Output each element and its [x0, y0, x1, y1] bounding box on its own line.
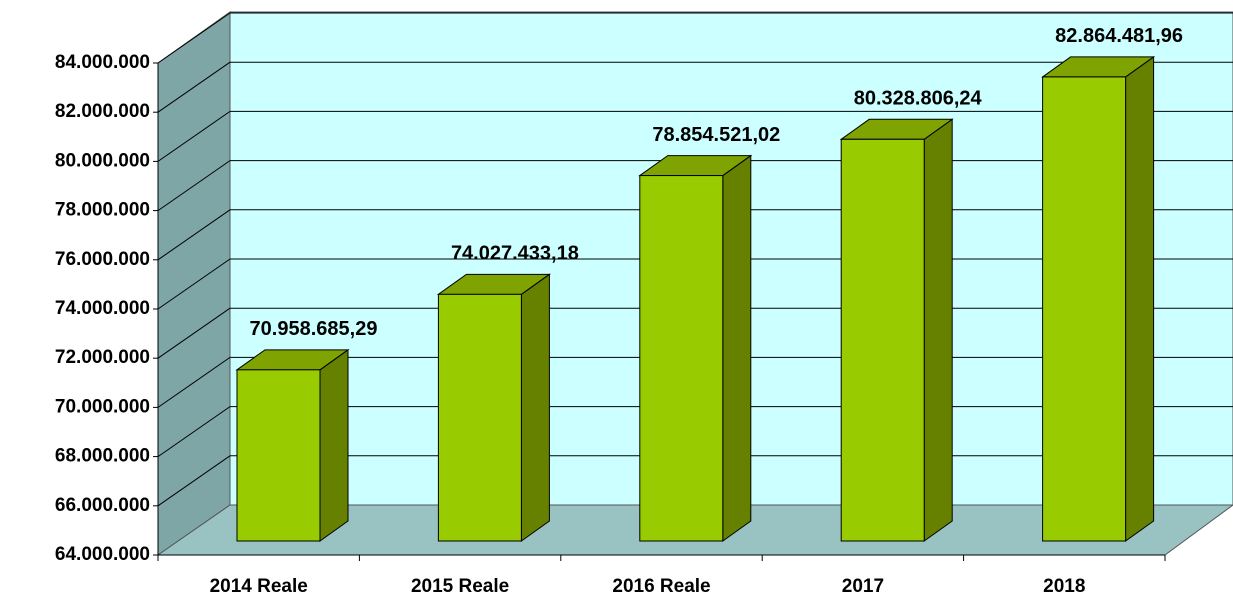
data-label: 74.027.433,18 [451, 243, 579, 265]
data-label: 78.854.521,02 [652, 124, 780, 146]
grid-line [157, 160, 231, 212]
grid-line [157, 307, 231, 359]
bar [840, 138, 925, 542]
data-label: 80.328.806,24 [854, 88, 983, 110]
x-tick-label: 2017 [842, 576, 884, 597]
x-tick-label: 2018 [1043, 576, 1085, 597]
y-tick-label: 76.000.000 [55, 249, 150, 270]
bar [437, 293, 522, 542]
grid-line [157, 110, 231, 162]
bar [639, 175, 724, 542]
bar-side [520, 273, 550, 542]
y-tick-label: 64.000.000 [55, 544, 150, 565]
y-tick-label: 66.000.000 [55, 495, 150, 516]
grid-line [157, 356, 231, 408]
bar-side [923, 118, 953, 542]
grid-line [157, 406, 231, 458]
bar-side [1125, 55, 1155, 542]
grid-line [157, 455, 231, 507]
y-tick-label: 74.000.000 [55, 298, 150, 319]
bar-side [722, 154, 752, 542]
data-label: 70.958.685,29 [250, 318, 378, 340]
grid-line [157, 61, 231, 113]
bar-side [319, 348, 349, 542]
y-tick-label: 82.000.000 [55, 101, 150, 122]
bar [1042, 76, 1127, 542]
x-tick-label: 2014 Reale [210, 576, 308, 597]
y-tick-label: 78.000.000 [55, 200, 150, 221]
grid-line [157, 12, 231, 64]
x-tick-label: 2016 Reale [612, 576, 710, 597]
grid-line [157, 209, 231, 261]
grid-line [157, 258, 231, 310]
y-tick-label: 84.000.000 [55, 52, 150, 73]
y-tick-label: 72.000.000 [55, 347, 150, 368]
bar [236, 369, 321, 542]
y-tick-label: 80.000.000 [55, 150, 150, 171]
x-tick-label: 2015 Reale [411, 576, 509, 597]
y-tick-label: 68.000.000 [55, 446, 150, 467]
data-label: 82.864.481,96 [1055, 25, 1183, 47]
y-tick-label: 70.000.000 [55, 396, 150, 417]
